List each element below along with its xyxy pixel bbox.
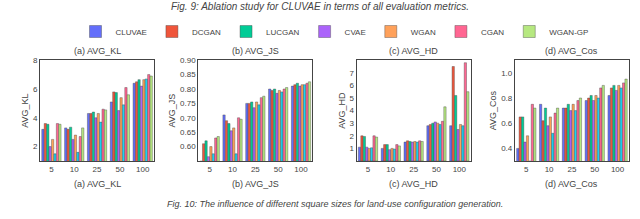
svg-text:25: 25	[93, 165, 102, 174]
svg-text:0.70: 0.70	[180, 114, 196, 123]
svg-text:10: 10	[386, 165, 395, 174]
svg-text:0.75: 0.75	[180, 99, 196, 108]
svg-text:4: 4	[33, 114, 38, 123]
svg-text:5: 5	[350, 94, 355, 103]
svg-text:LUCGAN: LUCGAN	[266, 28, 300, 37]
svg-text:5: 5	[207, 165, 212, 174]
svg-text:50: 50	[590, 165, 599, 174]
svg-text:(d) AVG_Cos: (d) AVG_Cos	[545, 46, 598, 56]
svg-text:25: 25	[251, 165, 260, 174]
svg-text:0.60: 0.60	[180, 142, 196, 151]
svg-text:7: 7	[350, 69, 355, 78]
svg-text:0.4: 0.4	[501, 144, 513, 153]
svg-text:CLUVAE: CLUVAE	[116, 28, 147, 37]
svg-text:AVG_KL: AVG_KL	[20, 93, 30, 127]
svg-text:AVG_Cos: AVG_Cos	[489, 90, 499, 130]
svg-text:0.90: 0.90	[180, 56, 196, 65]
svg-text:100: 100	[453, 165, 467, 174]
svg-text:100: 100	[294, 165, 308, 174]
svg-text:(c) AVG_HD: (c) AVG_HD	[389, 46, 438, 56]
svg-text:5: 5	[366, 165, 371, 174]
svg-text:(b) AVG_JS: (b) AVG_JS	[232, 179, 279, 189]
svg-text:50: 50	[115, 165, 124, 174]
svg-text:6: 6	[350, 81, 355, 90]
svg-text:2: 2	[350, 132, 355, 141]
svg-text:5: 5	[524, 165, 529, 174]
svg-text:25: 25	[409, 165, 418, 174]
svg-text:0.85: 0.85	[180, 70, 196, 79]
svg-text:5: 5	[49, 165, 54, 174]
svg-text:(b) AVG_JS: (b) AVG_JS	[232, 46, 279, 56]
svg-text:CVAE: CVAE	[345, 28, 366, 37]
svg-text:(d) AVG_Cos: (d) AVG_Cos	[545, 179, 598, 189]
svg-text:AVG_HD: AVG_HD	[337, 92, 347, 129]
svg-text:10: 10	[228, 165, 237, 174]
svg-text:(a) AVG_KL: (a) AVG_KL	[74, 46, 121, 56]
svg-text:6: 6	[33, 85, 38, 94]
svg-text:1.0: 1.0	[501, 69, 513, 78]
svg-text:50: 50	[432, 165, 441, 174]
svg-text:50: 50	[274, 165, 283, 174]
svg-text:DCGAN: DCGAN	[192, 28, 221, 37]
svg-text:0.80: 0.80	[180, 85, 196, 94]
svg-text:100: 100	[611, 165, 625, 174]
svg-text:AVG_JS: AVG_JS	[167, 94, 177, 128]
svg-text:WGAN: WGAN	[411, 28, 436, 37]
svg-text:100: 100	[136, 165, 150, 174]
svg-text:1: 1	[350, 144, 355, 153]
svg-text:0.6: 0.6	[501, 119, 513, 128]
svg-text:(a) AVG_KL: (a) AVG_KL	[74, 179, 121, 189]
svg-text:10: 10	[545, 165, 554, 174]
svg-text:Fig. 9: Ablation study for CLU: Fig. 9: Ablation study for CLUVAE in ter…	[171, 1, 469, 12]
svg-text:CGAN: CGAN	[481, 28, 504, 37]
svg-text:0.65: 0.65	[180, 128, 196, 137]
svg-text:0.8: 0.8	[501, 94, 513, 103]
svg-text:WGAN-GP: WGAN-GP	[549, 28, 588, 37]
svg-text:Fig. 10: The influence of diff: Fig. 10: The influence of different squa…	[167, 199, 503, 209]
svg-text:3: 3	[350, 119, 355, 128]
svg-text:25: 25	[567, 165, 576, 174]
svg-text:8: 8	[33, 56, 38, 65]
svg-text:4: 4	[350, 106, 355, 115]
svg-text:(c) AVG_HD: (c) AVG_HD	[389, 179, 438, 189]
svg-text:2: 2	[33, 142, 38, 151]
svg-text:10: 10	[70, 165, 79, 174]
